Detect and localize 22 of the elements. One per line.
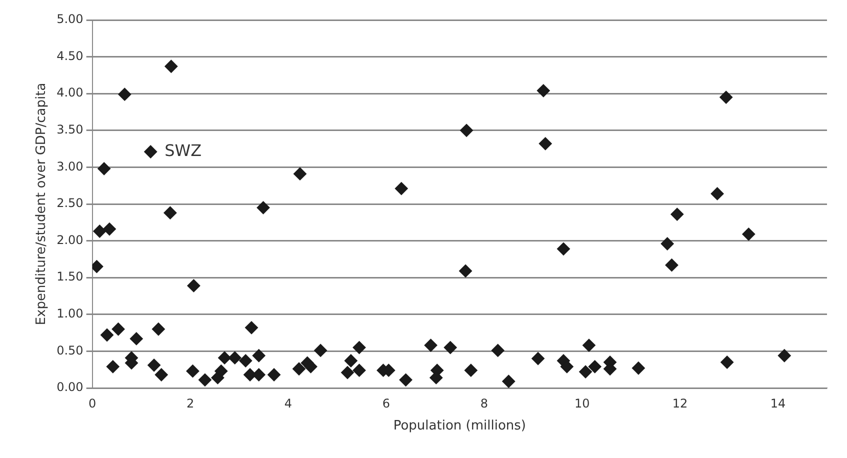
annotation: SWZ xyxy=(164,140,202,160)
x-tick-label: 8 xyxy=(480,396,488,410)
y-tick-label: 5.00 xyxy=(56,12,84,26)
y-tick-label: 4.50 xyxy=(56,48,84,63)
x-tick-label: 0 xyxy=(88,396,96,410)
y-axis-title: Expenditure/student over GDP/capita xyxy=(34,82,50,326)
y-tick-label: 3.50 xyxy=(56,122,84,137)
y-tick-label: 2.50 xyxy=(56,196,84,210)
x-tick-label: 14 xyxy=(770,396,786,410)
y-tick-label: 1.00 xyxy=(56,306,84,321)
x-tick-label: 4 xyxy=(284,396,292,410)
x-tick-label: 12 xyxy=(672,396,688,410)
x-axis-title: Population (millions) xyxy=(393,418,526,434)
x-tick-label: 6 xyxy=(382,396,390,410)
x-tick-label: 10 xyxy=(574,396,590,410)
y-tick-label: 1.50 xyxy=(56,270,84,284)
y-tick-label: 3.00 xyxy=(56,159,84,174)
y-tick-label: 0.50 xyxy=(56,343,84,358)
y-tick-label: 0.00 xyxy=(56,380,84,394)
y-tick-label: 2.00 xyxy=(56,232,84,247)
x-tick-label: 2 xyxy=(186,396,194,410)
y-tick-label: 4.00 xyxy=(56,86,84,100)
